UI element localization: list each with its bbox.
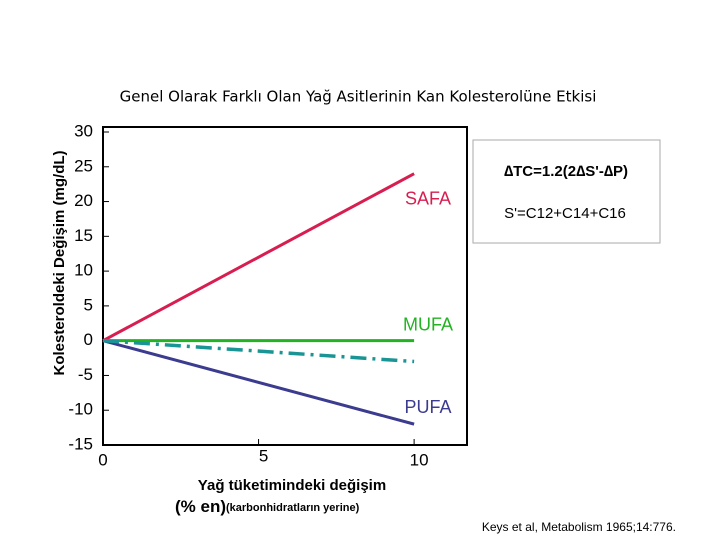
formula: ∆TC=1.2(2∆S'-∆P) (504, 163, 628, 180)
x-axis-label-unit: (% en) (175, 497, 226, 516)
y-tick-label: 15 (74, 226, 93, 245)
line-series (102, 339, 415, 426)
x-tick-label: 10 (410, 450, 429, 469)
series-label: PUFA (404, 397, 451, 417)
y-tick-label: 25 (74, 156, 93, 175)
y-tick-label: -15 (68, 434, 93, 453)
plot-frame (102, 126, 468, 446)
chart-title: Genel Olarak Farklı Olan Yağ Asitlerinin… (120, 88, 597, 106)
y-tick-label: -5 (78, 365, 93, 384)
x-tick-label: 0 (98, 450, 107, 469)
definition: S'=C12+C14+C16 (504, 205, 626, 222)
line-series (102, 338, 415, 364)
citation: Keys et al, Metabolism 1965;14:776. (482, 520, 676, 534)
line-series (102, 172, 415, 342)
x-axis-label: Yağ tüketimindeki değişim (198, 477, 386, 494)
x-axis-label: (% en)(karbonhidratların yerine) (175, 497, 360, 516)
annotation-box (472, 139, 661, 244)
y-tick-label: 20 (74, 191, 93, 210)
y-tick-label: 10 (74, 261, 93, 280)
y-tick-label: 5 (84, 295, 93, 314)
y-tick-label: 30 (74, 121, 93, 140)
x-axis-label-note: (karbonhidratların yerine) (226, 502, 360, 514)
series-label: MUFA (403, 314, 453, 334)
y-axis-label: Kolesteroldeki Değişim (mg/dL) (51, 150, 68, 375)
x-tick-label: 5 (259, 446, 268, 465)
y-tick-label: -10 (68, 400, 93, 419)
y-tick-label: 0 (84, 330, 93, 349)
series-label: SAFA (405, 188, 451, 208)
